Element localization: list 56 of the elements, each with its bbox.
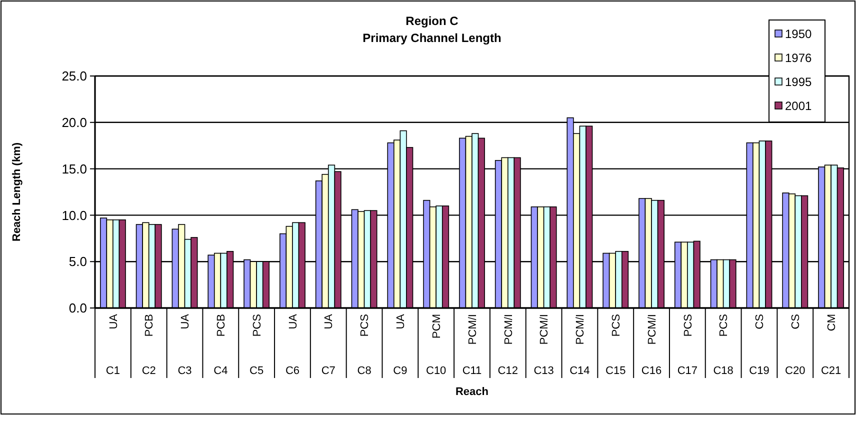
x-tick-label: C2: [142, 365, 156, 377]
text: PCB: [144, 314, 156, 337]
text: UA: [323, 313, 336, 330]
x-tick-label: C17: [677, 365, 698, 377]
y-tick-label: 5.0: [68, 254, 87, 270]
text: PCM/I: [574, 314, 587, 345]
x-tick-label: C8: [357, 365, 372, 377]
y-tick-label: 25.0: [62, 68, 87, 84]
x-tick-label: C13: [534, 365, 554, 377]
x-tick-label: C11: [462, 365, 482, 377]
x-tick-label: C3: [178, 365, 192, 377]
text: UA: [287, 313, 300, 330]
x-tick-label: C21: [820, 365, 842, 377]
text: CM: [826, 314, 838, 332]
x-tick-label: C15: [606, 365, 626, 377]
chart-title: Region C: [406, 14, 459, 28]
x-tick-label: C4: [214, 365, 228, 377]
legend-label: 1976: [785, 51, 812, 66]
text: PCM/I: [646, 314, 658, 345]
text: PCS: [718, 314, 730, 337]
text: PCM/I: [538, 314, 551, 345]
x-tick-label: C6: [285, 365, 300, 377]
text: UA: [395, 313, 408, 330]
text: PCM: [430, 314, 443, 338]
x-tick-label: C9: [393, 365, 408, 377]
x-tick-label: C7: [321, 365, 336, 377]
text: PCM/I: [502, 314, 515, 345]
text: PCS: [682, 314, 694, 337]
text: PCM/I: [466, 314, 479, 345]
text: PCS: [610, 314, 622, 337]
y-tick-label: 0.0: [68, 300, 87, 316]
y-tick-label: 20.0: [62, 114, 87, 130]
text: PCB: [216, 314, 228, 337]
y-axis-title: Reach Length (km): [11, 142, 23, 242]
y-tick-label: 15.0: [62, 161, 87, 176]
text: UA: [108, 313, 120, 330]
x-tick-label: C10: [426, 365, 446, 377]
chart-subtitle: Primary Channel Length: [362, 31, 502, 45]
x-tick-label: C18: [713, 365, 734, 377]
legend-label: 1995: [785, 75, 812, 90]
legend-label: 1950: [785, 27, 812, 42]
x-tick-label: C12: [498, 365, 518, 377]
text: UA: [180, 313, 192, 330]
x-tick-label: C1: [106, 365, 120, 377]
text: PCS: [251, 314, 264, 337]
x-tick-label: C5: [250, 365, 264, 377]
x-tick-label: C20: [785, 365, 806, 377]
x-tick-label: C19: [749, 365, 770, 377]
text: PCS: [359, 314, 372, 337]
x-tick-label: C16: [641, 365, 662, 377]
text: CS: [790, 314, 802, 330]
y-tick-label: 10.0: [62, 208, 87, 223]
x-tick-label: C14: [570, 365, 590, 377]
legend-label: 2001: [785, 99, 812, 114]
text: CS: [754, 314, 766, 330]
x-axis-title: Reach: [455, 386, 489, 398]
